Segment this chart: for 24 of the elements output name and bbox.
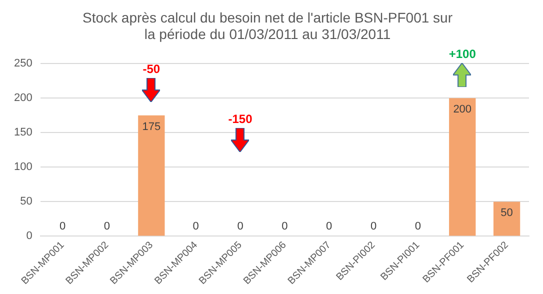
bar xyxy=(449,98,476,236)
y-tick-label: 0 xyxy=(26,230,32,242)
annotation: -150 xyxy=(228,112,253,126)
y-tick-label: 200 xyxy=(14,92,32,104)
bar xyxy=(493,202,520,236)
text: +100 xyxy=(448,46,476,61)
data-label: 0 xyxy=(104,220,110,233)
data-label: 0 xyxy=(370,220,377,233)
data-label: 0 xyxy=(282,220,288,233)
data-label: 175 xyxy=(142,120,161,133)
bar xyxy=(138,115,165,236)
data-label: 0 xyxy=(414,220,422,233)
y-tick-label: 50 xyxy=(20,196,32,208)
y-tick-label: 100 xyxy=(14,161,32,174)
annotation: -50 xyxy=(142,62,160,76)
data-label: 0 xyxy=(326,220,332,233)
data-label: 200 xyxy=(453,104,472,116)
data-label: 0 xyxy=(237,220,244,233)
data-label: 0 xyxy=(192,220,199,233)
y-tick-label: 250 xyxy=(14,58,32,70)
data-label: 50 xyxy=(500,207,513,220)
data-label: 0 xyxy=(60,220,66,233)
y-tick-label: 150 xyxy=(14,126,32,139)
chart-title: Stock après calcul du besoin net de l'article BSN-PF001 sur la période du 01/03/2011 au 31/03/2011 xyxy=(82,9,453,42)
